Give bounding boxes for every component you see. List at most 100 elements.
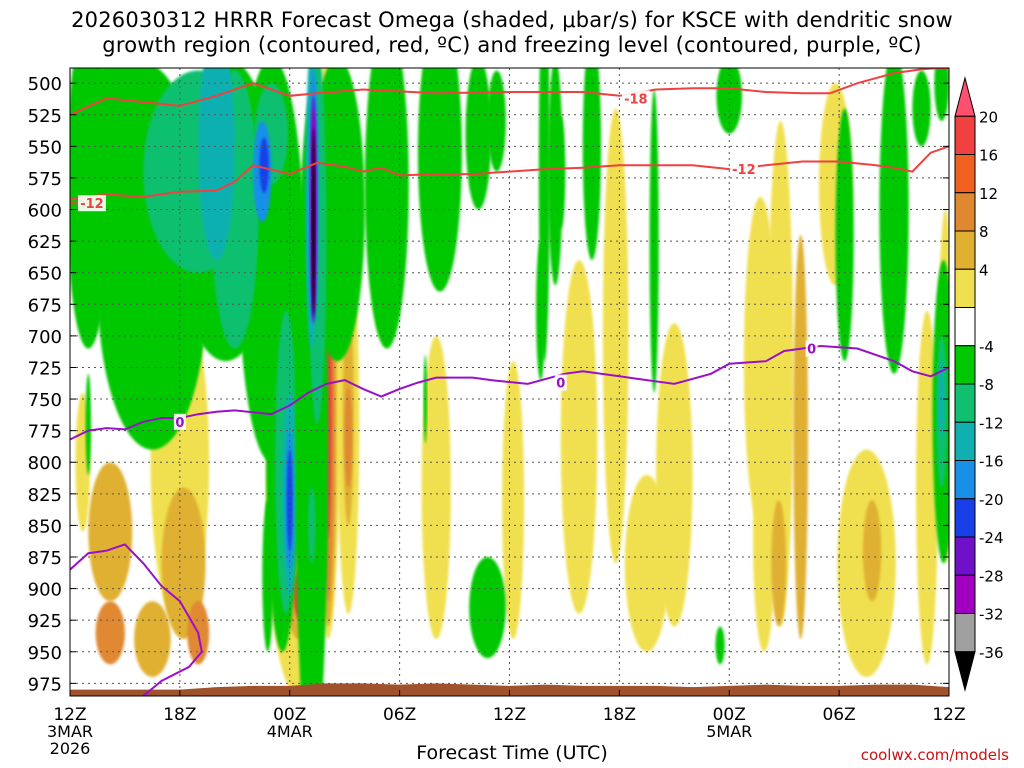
y-tick-label-850: 850	[28, 516, 62, 537]
colorbar-label-8: -16	[979, 453, 1004, 471]
dendritic-contour-1	[70, 145, 949, 201]
freezing-extra-label-1-bg	[805, 340, 818, 357]
y-tick-label-775: 775	[28, 422, 62, 443]
omega-region-19	[502, 361, 525, 640]
omega-region-54	[465, 68, 492, 210]
x-date-label-0-1: 2026	[50, 739, 91, 758]
y-tick-label-525: 525	[28, 106, 62, 127]
freezing-contour-1	[70, 543, 203, 696]
colorbar-label-3: 8	[979, 223, 989, 241]
freezing-extra-label-0: 0	[556, 377, 565, 392]
dendritic-contour-0	[70, 68, 949, 116]
freezing-contour-label-0: 0	[175, 416, 184, 431]
colorbar-swatch-1	[954, 115, 976, 155]
y-tick-label-725: 725	[28, 358, 62, 379]
colorbar-swatch-0	[954, 76, 976, 117]
freezing-extra-label-0-bg	[554, 374, 567, 391]
y-tick-label-800: 800	[28, 453, 62, 474]
colorbar-label-12: -32	[979, 606, 1004, 624]
omega-region-69	[311, 127, 316, 317]
colorbar-label-7: -12	[979, 414, 1004, 432]
y-tick-label-700: 700	[28, 327, 62, 348]
colorbar-label-0: 20	[979, 108, 998, 126]
omega-region-52	[364, 68, 409, 349]
colorbar-label-4: 4	[979, 261, 989, 279]
x-axis-title: Forecast Time (UTC)	[416, 742, 608, 764]
x-tick-label-48: 12Z	[932, 705, 965, 725]
dendritic-contour-label-0: -18	[624, 92, 648, 107]
colorbar-swatch-9	[954, 421, 976, 461]
gridlines	[70, 68, 949, 696]
omega-region-50	[259, 137, 269, 194]
x-tick-label-42: 06Z	[822, 705, 855, 725]
omega-region-1	[95, 601, 125, 665]
omega-region-86	[934, 68, 949, 122]
omega-region-31	[862, 500, 882, 602]
x-tick-label-30: 18Z	[603, 705, 636, 725]
colorbar-swatch-14	[954, 613, 976, 653]
y-tick-label-500: 500	[28, 74, 62, 95]
colorbar-swatch-2	[954, 154, 976, 194]
colorbar-label-13: -36	[979, 644, 1004, 662]
dendritic-contour-label-1-bg	[729, 161, 758, 178]
y-tick-label-750: 750	[28, 390, 62, 411]
credit-text: coolwx.com/models	[860, 746, 1009, 764]
colorbar-label-2: 12	[979, 185, 998, 203]
colorbar-swatch-6	[954, 307, 976, 347]
colorbar-swatch-12	[954, 536, 976, 576]
x-tick-label-12: 00Z	[273, 705, 306, 725]
omega-region-6	[134, 601, 171, 678]
omega-region-89	[912, 70, 931, 147]
chart-title-line1: 2026030312 HRRR Forecast Omega (shaded, …	[71, 8, 953, 32]
x-tick-label-18: 06Z	[383, 705, 416, 725]
omega-region-20	[560, 260, 598, 614]
omega-region-39	[344, 386, 353, 488]
y-tick-label-600: 600	[28, 201, 62, 222]
omega-region-88	[715, 626, 725, 665]
chart-title-line2: growth region (contoured, red, ºC) and f…	[102, 33, 922, 57]
y-tick-label-875: 875	[28, 548, 62, 569]
omega-region-82	[879, 68, 909, 374]
y-tick-label-925: 925	[28, 611, 62, 632]
omega-region-0	[88, 462, 133, 602]
y-tick-label-550: 550	[28, 137, 62, 158]
omega-region-32	[916, 310, 939, 665]
x-date-label-0-0: 3MAR	[47, 722, 93, 741]
colorbar-swatch-5	[954, 268, 976, 308]
omega-region-77	[538, 68, 550, 362]
x-tick-label-24: 12Z	[493, 705, 526, 725]
contour-lines: -18 -12 -12 0 0 0	[70, 68, 949, 696]
y-tick-label-675: 675	[28, 295, 62, 316]
omega-region-72	[262, 500, 274, 652]
y-tick-label-975: 975	[28, 674, 62, 695]
freezing-contour-label-0-bg	[173, 413, 186, 430]
dendritic-contour-label-2-bg	[77, 195, 106, 212]
y-tick-label-825: 825	[28, 485, 62, 506]
x-date-label-2-0: 5MAR	[706, 722, 752, 741]
colorbar-label-9: -20	[979, 491, 1004, 509]
omega-region-81	[716, 68, 743, 134]
colorbar: 20 16 12 8 4 -4 -8 -12 -16 -20 -24 -28 -32 -36	[954, 76, 1004, 692]
colorbar-swatch-15	[954, 651, 976, 692]
y-tick-label-950: 950	[28, 643, 62, 664]
omega-region-87	[835, 108, 854, 362]
freezing-extra-label-1: 0	[807, 343, 816, 358]
colorbar-label-1: 16	[979, 147, 998, 165]
omega-region-18	[421, 335, 451, 640]
omega-region-57	[649, 89, 659, 393]
omega-region-79	[85, 373, 92, 475]
omega-region-76	[425, 70, 437, 147]
omega-region-27	[793, 234, 808, 640]
omega-region-47	[198, 68, 235, 261]
omega-region-73	[469, 557, 506, 659]
colorbar-label-6: -8	[979, 376, 994, 394]
x-date-label-1-0: 4MAR	[267, 722, 313, 741]
y-tick-label-650: 650	[28, 264, 62, 285]
x-tick-label-0: 12Z	[53, 705, 86, 725]
omega-region-53	[417, 68, 462, 292]
colorbar-swatch-4	[954, 230, 976, 270]
omega-region-26	[767, 121, 794, 627]
colorbar-label-11: -28	[979, 567, 1004, 585]
